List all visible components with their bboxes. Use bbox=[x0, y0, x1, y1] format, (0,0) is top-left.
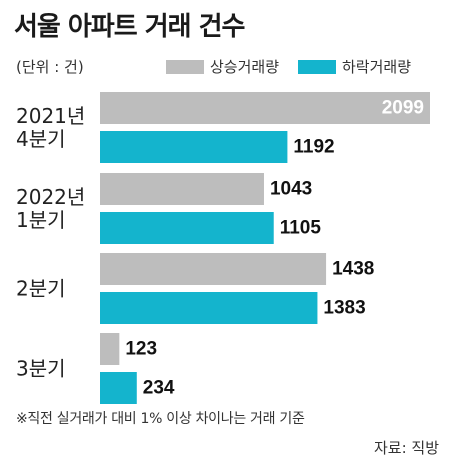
bar bbox=[100, 173, 264, 205]
bar bbox=[100, 333, 120, 365]
bar bbox=[100, 253, 327, 285]
data-label: 1105 bbox=[280, 218, 322, 239]
data-label: 123 bbox=[125, 339, 157, 360]
bar bbox=[100, 92, 430, 124]
bar bbox=[100, 292, 318, 324]
legend-swatch-fall bbox=[298, 59, 336, 74]
legend-label-fall: 하락거래량 bbox=[342, 58, 412, 76]
chart-title: 서울 아파트 거래 건수 bbox=[14, 12, 245, 42]
data-label: 234 bbox=[143, 378, 175, 399]
legend-item-fall: 하락거래량 bbox=[298, 56, 411, 77]
data-label: 1192 bbox=[293, 137, 334, 158]
bar bbox=[100, 372, 137, 404]
legend-swatch-rise bbox=[166, 59, 204, 74]
category-label: 2021년 bbox=[16, 104, 85, 128]
category-label: 1분기 bbox=[16, 208, 66, 232]
bar bbox=[100, 131, 288, 163]
data-label: 1438 bbox=[332, 259, 374, 280]
bar bbox=[100, 212, 274, 244]
data-label: 2099 bbox=[382, 98, 424, 119]
category-label: 4분기 bbox=[16, 127, 66, 151]
data-label: 1043 bbox=[270, 179, 312, 200]
category-label: 3분기 bbox=[16, 357, 66, 381]
category-label: 2분기 bbox=[16, 277, 66, 301]
legend-label-rise: 상승거래량 bbox=[210, 58, 280, 76]
unit-label: (단위 : 건) bbox=[16, 58, 84, 76]
legend-item-rise: 상승거래량 bbox=[166, 56, 279, 77]
category-label: 2022년 bbox=[16, 185, 85, 209]
footnote: ※직전 실거래가 대비 1% 이상 차이나는 거래 기준 bbox=[16, 411, 305, 427]
source-credit: 자료: 직방 bbox=[373, 439, 439, 457]
data-label: 1383 bbox=[323, 298, 365, 319]
